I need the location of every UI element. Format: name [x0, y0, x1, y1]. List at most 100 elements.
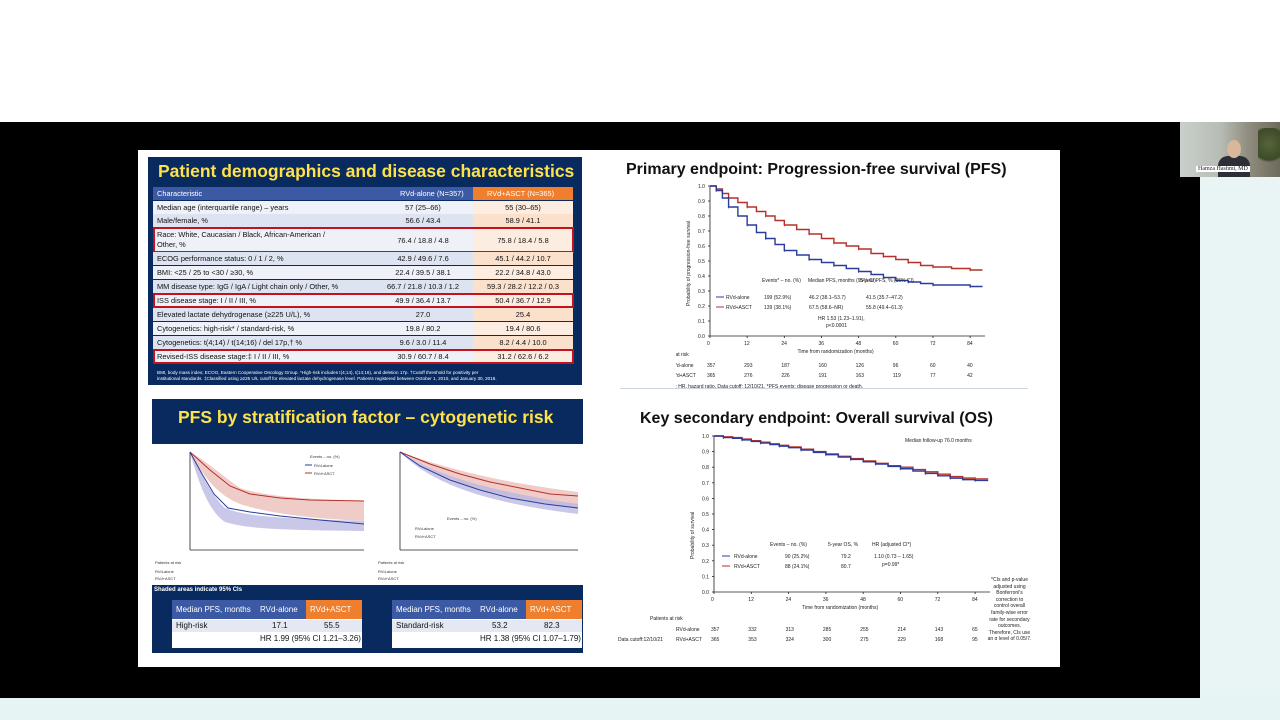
rvd-asct-median: 55.5	[324, 621, 340, 630]
os-x-tick-label: 72	[935, 597, 941, 603]
rvd-asct-value: 55 (30–65)	[505, 203, 541, 212]
risk-label: High-risk	[176, 621, 208, 630]
os-rvd-alone-curve	[714, 435, 989, 482]
asct-header-bg	[473, 187, 573, 200]
row-label: Elevated lactate dehydrogenase (≥225 U/L…	[157, 310, 311, 319]
asct-column-cell-bg	[473, 350, 573, 363]
high-risk-alone-curve	[189, 451, 365, 525]
os-km-chart: 0.0 0.1 0.2 0.3 0.4 0.5 0.6 0.7 0.8 0.9 1.0 0 12 24 36…	[618, 434, 990, 643]
pfs-at-risk-count: 365	[707, 373, 716, 379]
os-at-risk-label: Patients at risk	[650, 616, 683, 622]
pfs-y-tick-label: 0.2	[698, 304, 705, 310]
pfs-divider	[620, 388, 1028, 389]
pfs-at-risk-count: 226	[781, 373, 790, 379]
shaded-note: Shaded areas indicate 95% CIs	[154, 587, 243, 593]
median-pfs-table: Median PFS, months RVd-alone RVd+ASCT Stand…	[392, 600, 582, 648]
asct-column-cell-bg	[473, 228, 573, 252]
pfs-x-tick-label: 12	[744, 341, 750, 347]
rvd-asct-value: 75.8 / 18.4 / 5.8	[497, 235, 549, 245]
os-at-risk-arm: RVd+ASCT	[676, 637, 702, 643]
header-rvd-asct: RVd+ASCT (N=365)	[487, 189, 555, 198]
rvd-asct-value: 19.4 / 80.6	[505, 324, 541, 333]
rvd-alone-value: 76.4 / 18.8 / 4.8	[397, 235, 449, 245]
sr-legend-events: Events – no. (%)	[447, 516, 477, 521]
participant-head	[1227, 140, 1241, 158]
rvd-alone-value: 57 (25–66)	[405, 203, 441, 212]
os-y-tick-label: 0.4	[702, 528, 709, 534]
asct-column-cell-bg	[473, 201, 573, 214]
participant-name: Hamza Hashmi, MD	[1196, 166, 1250, 172]
header-rvd-alone: RVd-alone (N=357)	[400, 189, 464, 198]
os-hr: 1.10 (0.73 – 1.65)	[874, 554, 914, 560]
hr-legend-events: Events – no. (%)	[310, 454, 340, 459]
os-at-risk-count: 285	[823, 627, 832, 633]
row-label-continued: Other, %	[157, 240, 186, 249]
os-x-axis-label: Time from randomization (months)	[802, 605, 879, 611]
os-table-arm: RVd-alone	[734, 554, 758, 560]
rvd-alone-value: 19.8 / 80.2	[405, 324, 441, 333]
participant-video-tile[interactable]: Hamza Hashmi, MD	[1180, 122, 1280, 177]
os-y-tick-label: 0.7	[702, 481, 709, 487]
highlight-box	[153, 227, 574, 253]
pfs-at-risk-count: 163	[856, 373, 865, 379]
rvd-alone-value: 27.0	[415, 310, 431, 319]
high-risk-km-plot: Events – no. (%) RVd-alone RVd+ASCT Pati…	[155, 451, 365, 581]
os-table-arm: RVd+ASCT	[734, 564, 760, 570]
row-label: Cytogenetics: t(4;14) / t(14;16) / del 1…	[157, 338, 303, 347]
os-x-tick-label: 24	[786, 597, 792, 603]
high-risk-asct-curve	[189, 451, 365, 502]
rvd-asct-value: 59.3 / 28.2 / 12.2 / 0.3	[487, 282, 559, 291]
os-at-risk-count: 357	[711, 627, 720, 633]
os-side-note-line: rate for secondary	[989, 616, 1030, 623]
os-at-risk-count: 353	[748, 637, 757, 643]
os-at-risk-count: 65	[972, 627, 978, 633]
rvd-asct-value: 22.2 / 34.8 / 43.0	[495, 268, 551, 277]
header-rvd-asct: RVd+ASCT	[310, 605, 352, 614]
pfs-at-risk-count: 357	[707, 363, 716, 369]
standard-risk-alone-curve	[399, 451, 579, 509]
sr-legend-asct: RVd+ASCT	[415, 534, 436, 539]
os-side-note-line: *CIs and p-value	[991, 577, 1028, 583]
os-table-header: HR (adjusted CI*)	[872, 542, 912, 548]
stratification-km-plots: Events – no. (%) RVd-alone RVd+ASCT Pati…	[155, 451, 579, 581]
standard-risk-km-plot: Events – no. (%) RVd-alone RVd+ASCT Pati…	[378, 451, 579, 581]
os-at-risk-count: 313	[786, 627, 795, 633]
highlight-box	[153, 293, 574, 308]
pfs-at-risk-count: 96	[893, 363, 899, 369]
pfs-at-risk-count: 293	[744, 363, 753, 369]
row-label: MM disease type: IgG / IgA / Light chain…	[157, 282, 339, 291]
pfs-x-tick-label: 84	[967, 341, 973, 347]
rvd-asct-median: 82.3	[544, 621, 560, 630]
hr-at-risk-alone: RVd-alone	[155, 569, 175, 574]
os-at-risk-count: 365	[711, 637, 720, 643]
os-pvalue: p=0.99*	[882, 562, 899, 568]
os-y-tick-label: 0.3	[702, 543, 709, 549]
os-y-tick-label: 0.9	[702, 450, 709, 456]
sr-at-risk-asct: RVd+ASCT	[378, 576, 399, 581]
row-label: Median age (interquartile range) – years	[157, 203, 289, 212]
os-table-header: 5-year OS, %	[828, 542, 859, 548]
pfs-at-risk-arm: RVd-alone	[676, 363, 694, 369]
pfs-x-tick-label: 36	[818, 341, 824, 347]
os-at-risk-count: 143	[935, 627, 944, 633]
row-label: ISS disease stage: I / II / III, %	[157, 296, 256, 305]
rvd-asct-value: 45.1 / 44.2 / 10.7	[495, 254, 551, 263]
pfs-at-risk-count: 119	[893, 373, 901, 379]
standard-risk-asct-ci-band	[400, 452, 578, 508]
asct-column-cell-bg	[473, 336, 573, 349]
pfs-table-events: 139 (38.1%)	[764, 305, 792, 311]
pfs-rvd-asct-curve	[710, 185, 983, 271]
os-table-5yr: 79.2	[841, 554, 851, 560]
rvd-asct-value: 31.2 / 62.6 / 6.2	[497, 352, 549, 361]
os-x-tick-label: 84	[972, 597, 978, 603]
os-table-events: 88 (24.1%)	[785, 564, 810, 570]
rvd-alone-value: 49.9 / 36.4 / 13.7	[395, 296, 451, 305]
header-rvd-alone: RVd-alone	[480, 605, 518, 614]
demographics-footnote-1: BMI, body mass index; ECOG, Eastern Coop…	[157, 370, 479, 375]
risk-row-bg	[172, 620, 362, 632]
pfs-y-tick-label: 0.6	[698, 244, 705, 250]
pfs-at-risk-label: Patients at risk	[676, 352, 689, 358]
os-y-tick-label: 0.8	[702, 465, 709, 471]
pfs-y-tick-label: 0.3	[698, 289, 705, 295]
bottom-background	[0, 698, 1280, 720]
